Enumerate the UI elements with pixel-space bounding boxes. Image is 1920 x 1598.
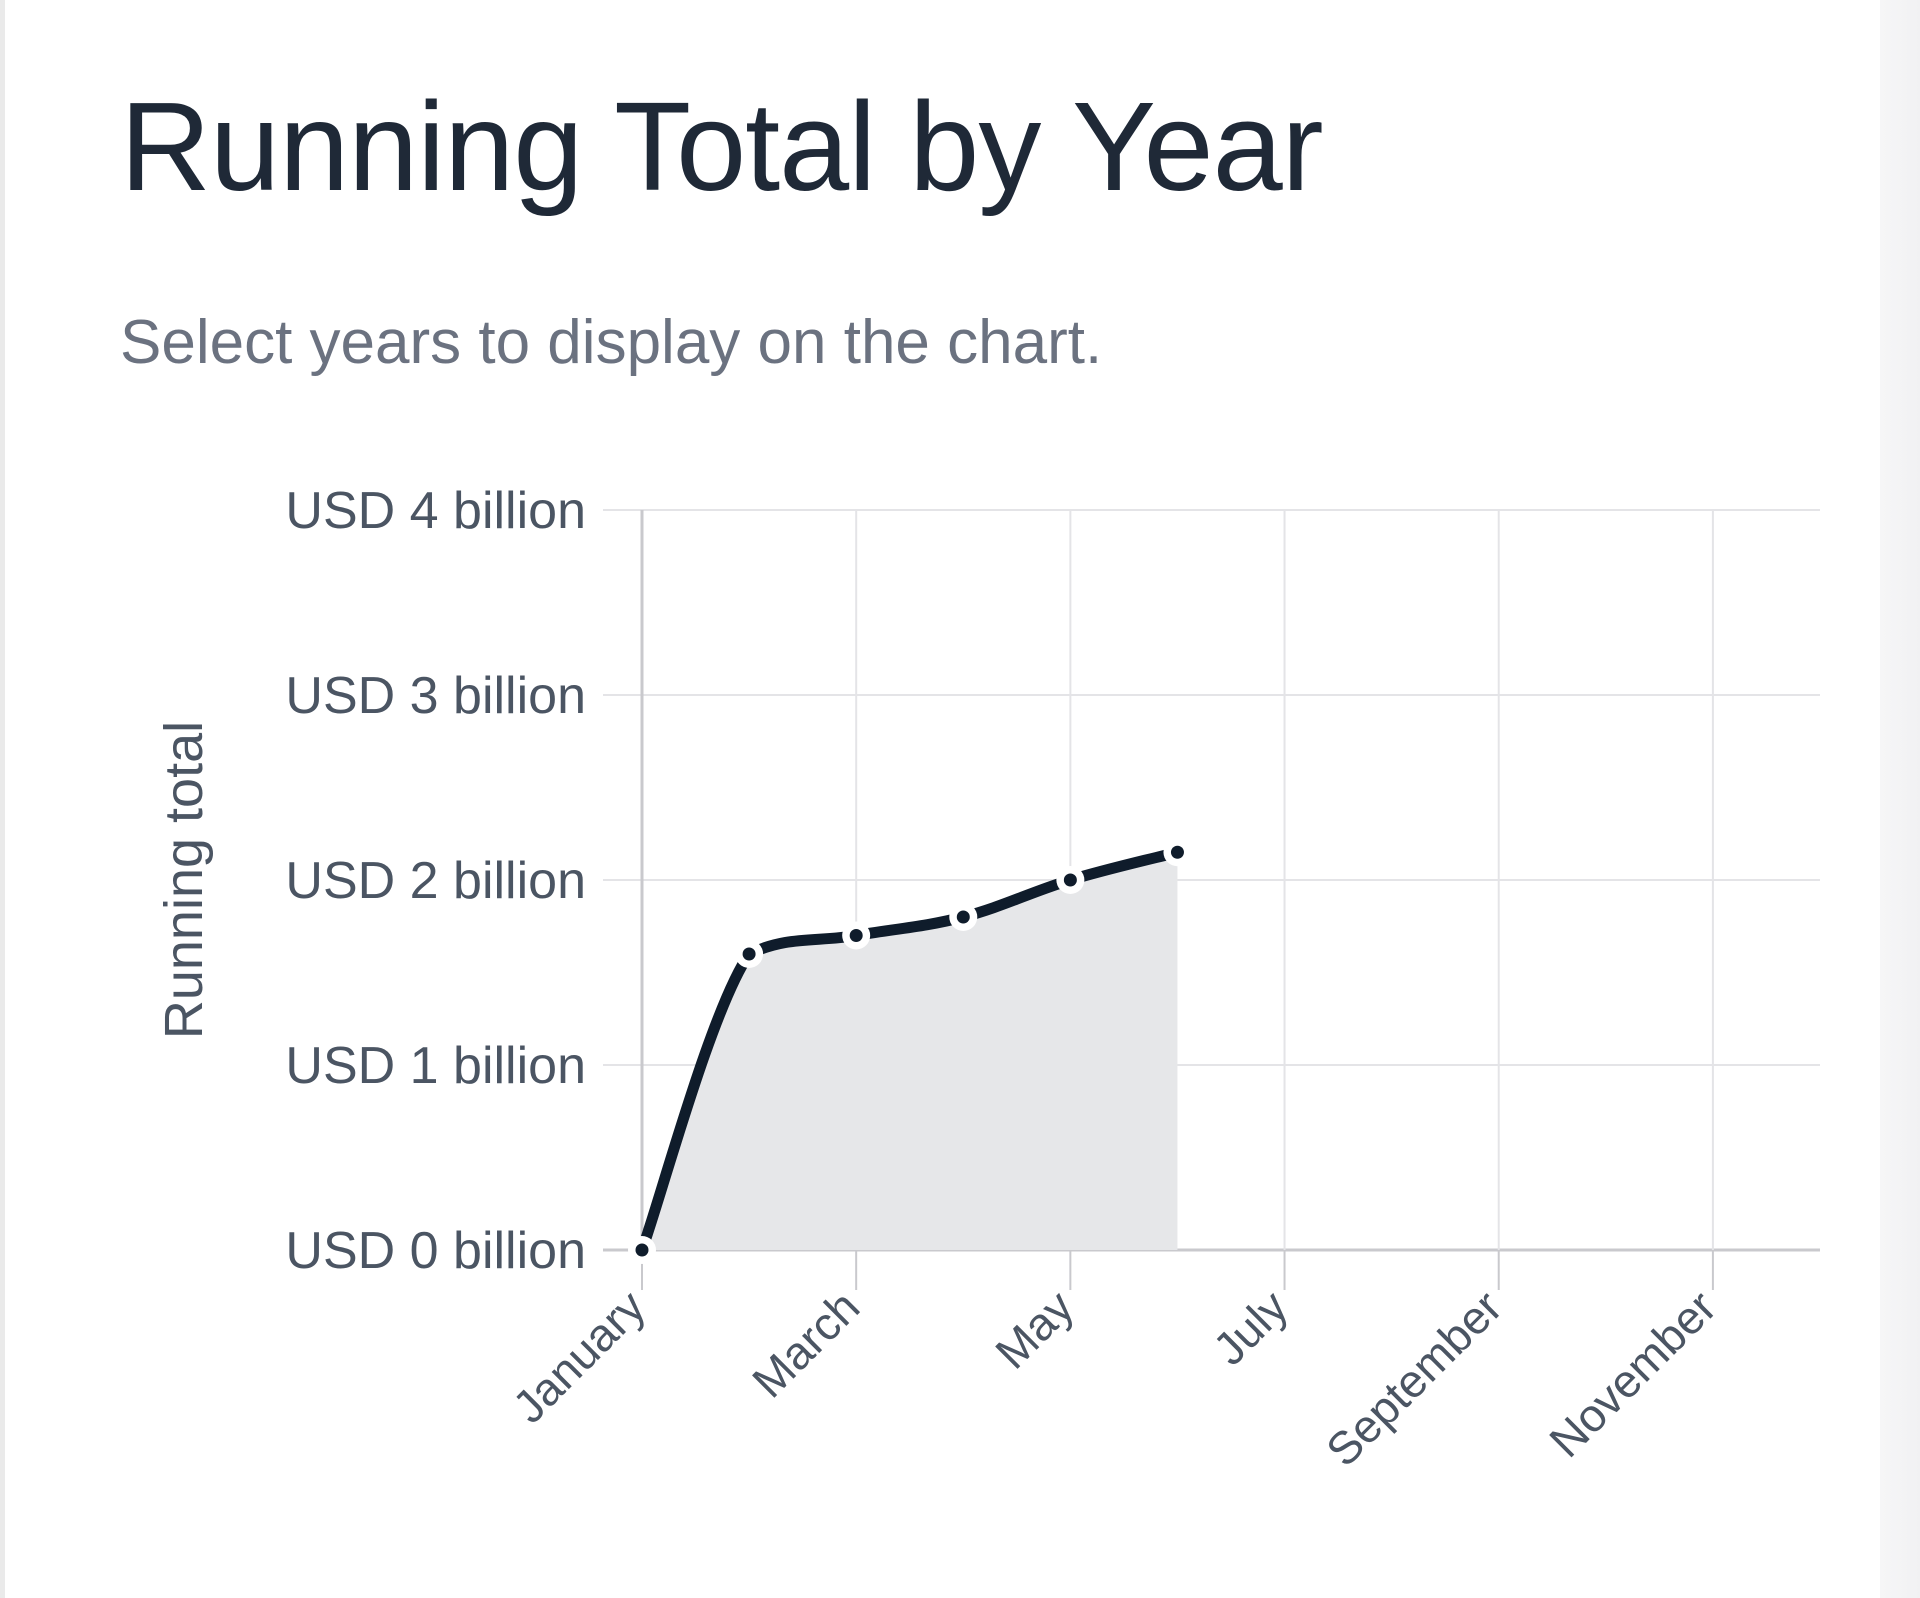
x-tick-label: September	[1316, 1280, 1512, 1476]
x-tick-label: November	[1539, 1280, 1726, 1467]
series-area	[642, 852, 1178, 1250]
data-point[interactable]	[1170, 845, 1184, 859]
x-tick-label: July	[1203, 1280, 1298, 1375]
x-tick-labels: January March May July September November	[503, 1280, 1726, 1476]
data-point[interactable]	[1063, 873, 1077, 887]
data-point[interactable]	[849, 929, 863, 942]
y-tick-labels: USD 0 billion USD 1 billion USD 2 billion U…	[285, 482, 586, 1280]
y-tick-label: USD 1 billion	[285, 1037, 586, 1095]
y-tick-label: USD 4 billion	[285, 482, 586, 540]
x-tick-label: January	[503, 1280, 655, 1432]
x-tick-label: March	[742, 1280, 869, 1407]
page-title: Running Total by Year	[120, 76, 1324, 217]
x-tick-label: May	[985, 1280, 1083, 1378]
y-tick-label: USD 2 billion	[285, 852, 586, 910]
grid-layer	[603, 509, 1820, 1290]
page-subtitle: Select years to display on the chart.	[120, 308, 1103, 377]
area-layer	[642, 852, 1178, 1250]
data-point[interactable]	[742, 947, 756, 961]
marker-layer[interactable]	[628, 838, 1192, 1264]
y-axis-title: Running total	[154, 721, 214, 1039]
data-point[interactable]	[956, 910, 970, 924]
right-edge	[1880, 0, 1920, 1598]
y-tick-label: USD 3 billion	[285, 667, 586, 725]
y-tick-label: USD 0 billion	[285, 1222, 586, 1280]
data-point[interactable]	[635, 1243, 649, 1257]
left-edge	[0, 0, 5, 1598]
